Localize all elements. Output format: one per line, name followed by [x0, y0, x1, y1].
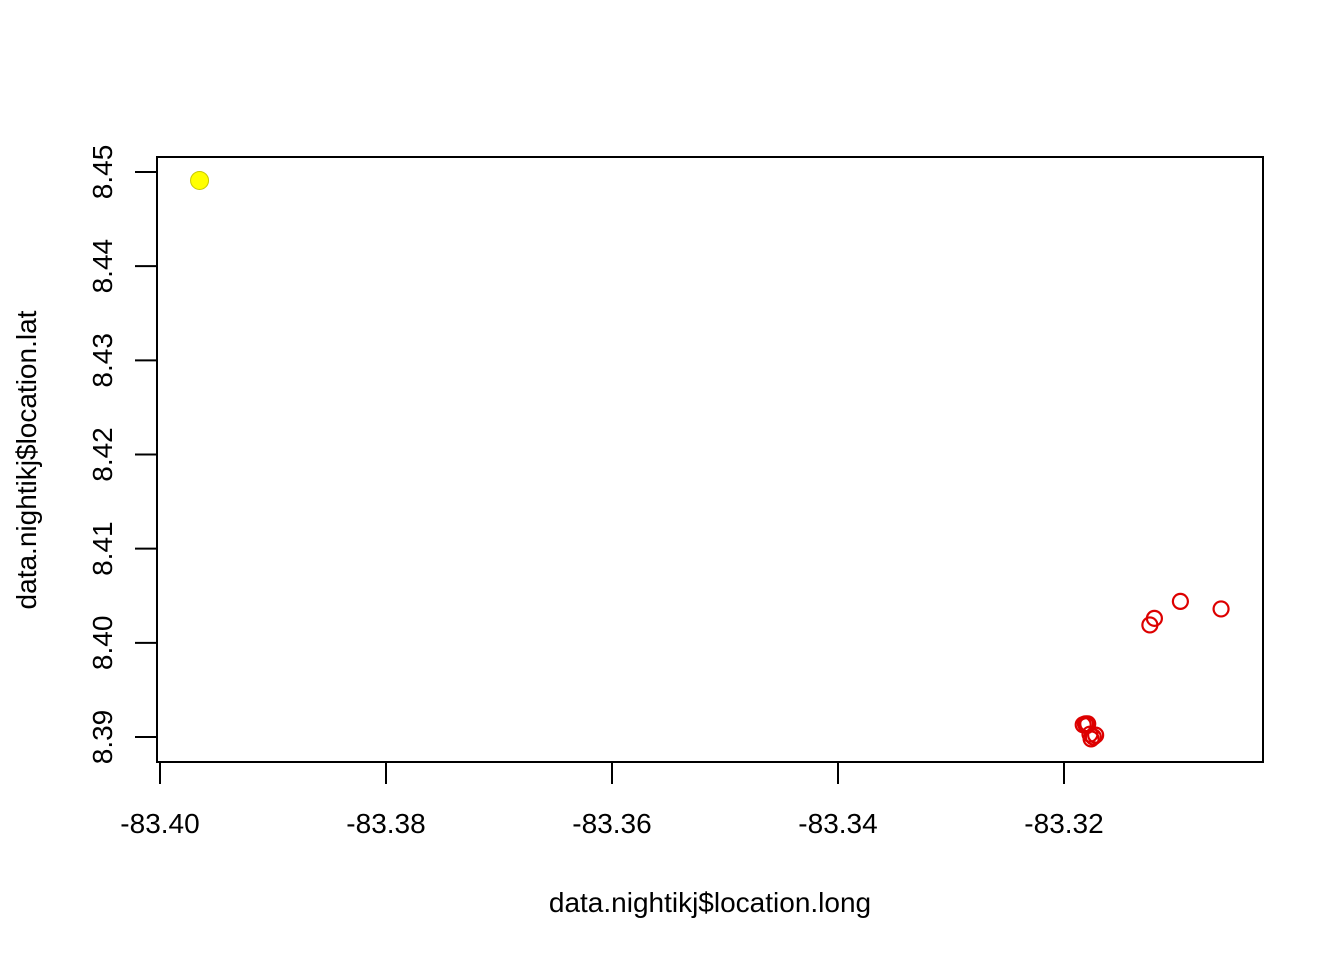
y-tick-label: 8.44 — [87, 239, 118, 294]
y-tick-label: 8.39 — [87, 710, 118, 765]
data-points — [190, 170, 1230, 748]
y-axis: 8.39 8.40 8.41 8.42 8.43 8.44 8.45 — [87, 145, 158, 765]
y-tick-label: 8.40 — [87, 616, 118, 671]
x-tick-label: -83.40 — [120, 808, 199, 839]
y-tick-label: 8.42 — [87, 427, 118, 482]
x-tick-label: -83.38 — [346, 808, 425, 839]
x-tick-label: -83.34 — [798, 808, 877, 839]
red-point — [1212, 600, 1230, 618]
y-tick-label: 8.43 — [87, 333, 118, 388]
y-tick-label: 8.41 — [87, 521, 118, 576]
red-point — [1145, 609, 1164, 627]
plot-frame — [156, 156, 1264, 763]
red-point — [1171, 592, 1189, 610]
yellow-point — [190, 170, 210, 190]
x-axis: -83.40 -83.38 -83.36 -83.34 -83.32 — [120, 761, 1104, 839]
red-point — [1082, 730, 1100, 748]
red-point — [1087, 726, 1105, 744]
y-axis-title: data.nightikj$location.lat — [11, 310, 42, 609]
y-tick-label: 8.45 — [87, 145, 118, 200]
red-point — [1084, 728, 1102, 746]
x-axis-title: data.nightikj$location.long — [549, 887, 871, 918]
x-tick-label: -83.36 — [572, 808, 651, 839]
x-tick-label: -83.32 — [1024, 808, 1103, 839]
